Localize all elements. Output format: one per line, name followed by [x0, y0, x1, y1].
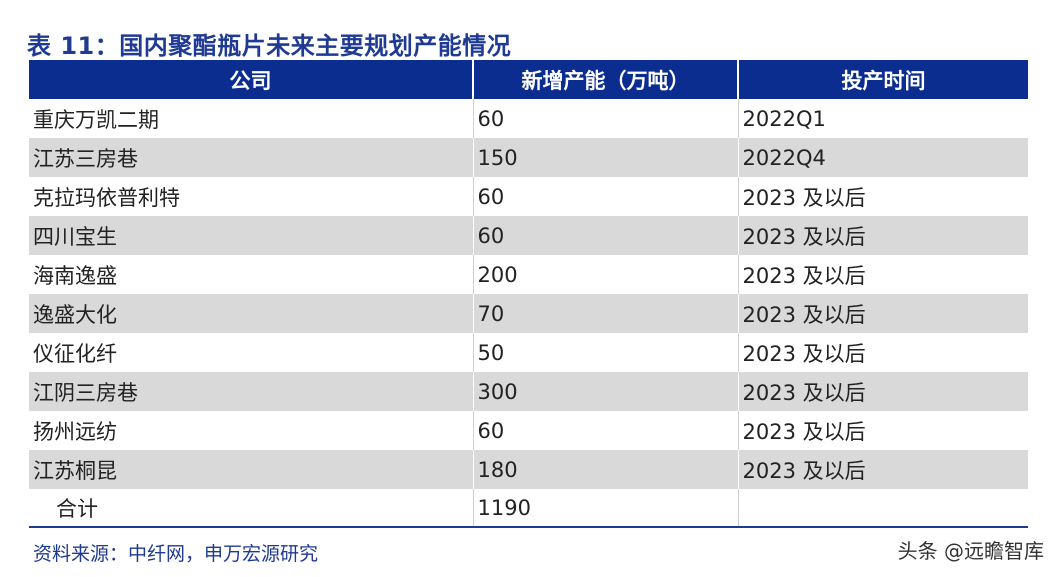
company-cell: 江阴三房巷: [29, 372, 473, 411]
capacity-table: 公司 新增产能（万吨） 投产时间 重庆万凯二期 60 2022Q1 江苏三房巷 …: [29, 60, 1028, 528]
company-cell: 江苏三房巷: [29, 138, 473, 177]
time-cell: 2023 及以后: [737, 216, 1028, 255]
capacity-cell: 200: [472, 255, 738, 294]
table-row: 逸盛大化 70 2023 及以后: [29, 294, 1028, 333]
company-cell: 重庆万凯二期: [33, 107, 159, 132]
capacity-cell: 300: [472, 372, 738, 411]
company-cell: 海南逸盛: [33, 263, 117, 288]
company-cell: 江苏桐昆: [29, 450, 473, 489]
table-row: 江阴三房巷 300 2023 及以后: [29, 372, 1028, 411]
watermark: 头条 @远瞻智库: [897, 539, 1044, 563]
time-cell: 2023 及以后: [737, 333, 1028, 372]
time-cell: 2023 及以后: [737, 294, 1028, 333]
capacity-cell: 50: [472, 333, 738, 372]
header-company: 公司: [29, 60, 473, 99]
capacity-cell: 180: [472, 450, 738, 489]
header-capacity: 新增产能（万吨）: [472, 60, 738, 99]
total-time: [737, 489, 1028, 528]
company-cell: 克拉玛依普利特: [33, 185, 180, 210]
table-row: 仪征化纤 50 2023 及以后: [29, 333, 1028, 372]
time-cell: 2023 及以后: [737, 450, 1028, 489]
total-capacity: 1190: [472, 489, 738, 528]
company-cell: 逸盛大化: [29, 294, 473, 333]
time-cell: 2023 及以后: [737, 177, 1028, 216]
table-total-row: 合计 1190: [29, 489, 1028, 528]
table-header-row: 公司 新增产能（万吨） 投产时间: [29, 60, 1028, 99]
capacity-cell: 60: [472, 99, 738, 138]
table-row: 四川宝生 60 2023 及以后: [29, 216, 1028, 255]
time-cell: 2023 及以后: [737, 411, 1028, 450]
time-cell: 2022Q4: [737, 138, 1028, 177]
table-row: 重庆万凯二期 60 2022Q1: [29, 99, 1028, 138]
capacity-cell: 70: [472, 294, 738, 333]
table-row: 克拉玛依普利特 60 2023 及以后: [29, 177, 1028, 216]
capacity-cell: 60: [472, 177, 738, 216]
table-row: 扬州远纺 60 2023 及以后: [29, 411, 1028, 450]
table-row: 江苏桐昆 180 2023 及以后: [29, 450, 1028, 489]
company-cell: 扬州远纺: [33, 419, 117, 444]
company-cell: 四川宝生: [29, 216, 473, 255]
source-note: 资料来源：中纤网，申万宏源研究: [33, 543, 319, 565]
capacity-cell: 60: [472, 216, 738, 255]
header-time: 投产时间: [737, 60, 1028, 99]
time-cell: 2023 及以后: [737, 372, 1028, 411]
company-cell: 仪征化纤: [33, 341, 117, 366]
table-title: 表 11：国内聚酯瓶片未来主要规划产能情况: [27, 32, 512, 60]
table-row: 海南逸盛 200 2023 及以后: [29, 255, 1028, 294]
time-cell: 2023 及以后: [737, 255, 1028, 294]
capacity-cell: 150: [472, 138, 738, 177]
capacity-cell: 60: [472, 411, 738, 450]
time-cell: 2022Q1: [737, 99, 1028, 138]
total-label: 合计: [29, 489, 473, 528]
table-row: 江苏三房巷 150 2022Q4: [29, 138, 1028, 177]
